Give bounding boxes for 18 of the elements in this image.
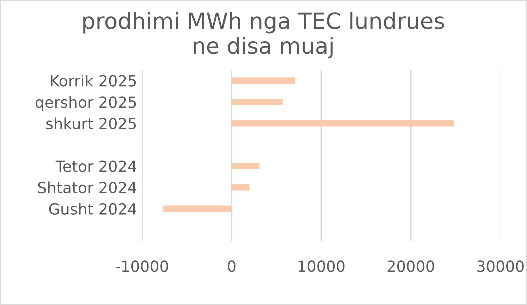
bar [232, 98, 283, 106]
bar [232, 163, 260, 170]
x-tick-label: 20000 [388, 260, 434, 272]
y-tick-label: qershor 2025 [36, 96, 136, 112]
y-tick-label: Shtator 2024 [38, 182, 137, 194]
y-tick-label: shkurt 2025 [46, 118, 136, 130]
chart-title: prodhimi MWh nga TEC lundrues ne disa muaj [84, 12, 444, 59]
x-tick-label: 30000 [478, 260, 524, 272]
y-tick-label: Gusht 2024 [49, 203, 137, 215]
x-tick-label: 10000 [298, 260, 345, 272]
bar [232, 184, 250, 191]
y-tick-label: Tetor 2024 [56, 160, 137, 172]
x-tick-label: -10000 [116, 260, 168, 272]
y-tick-label: Korrik 2025 [51, 75, 136, 87]
x-tick-label: 0 [228, 260, 236, 272]
bar [232, 120, 454, 127]
bar [232, 78, 296, 84]
bar [162, 206, 232, 212]
